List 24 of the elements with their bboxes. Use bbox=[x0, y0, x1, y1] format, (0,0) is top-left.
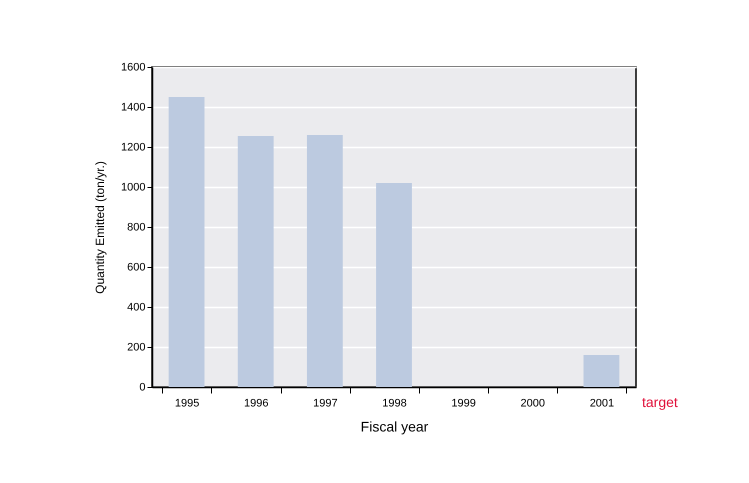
x-tick-label: 1996 bbox=[244, 398, 268, 410]
y-tick-label: 1200 bbox=[121, 142, 146, 154]
y-tick-label: 400 bbox=[127, 302, 146, 314]
y-tick-label: 200 bbox=[127, 342, 146, 354]
y-tick-label: 600 bbox=[127, 262, 146, 274]
y-tick-label: 800 bbox=[127, 222, 146, 234]
bar bbox=[584, 355, 620, 387]
y-tick-label: 0 bbox=[139, 382, 146, 394]
x-tick-label: 1997 bbox=[313, 398, 338, 410]
x-tick-label: 1999 bbox=[451, 398, 476, 410]
bar bbox=[306, 135, 343, 387]
bar bbox=[168, 97, 204, 387]
x-axis-title: Fiscal year bbox=[360, 418, 429, 434]
bar bbox=[238, 136, 274, 387]
y-axis-title: Quantity Emitted (ton/yr.) bbox=[93, 161, 108, 294]
x-tick-label: 2001 bbox=[590, 398, 614, 410]
y-tick-label: 1600 bbox=[121, 62, 146, 74]
text: target bbox=[642, 394, 678, 410]
x-tick-label: 1995 bbox=[174, 398, 200, 410]
y-tick-label: 1000 bbox=[121, 182, 146, 194]
bar bbox=[376, 183, 412, 387]
y-tick-label: 1400 bbox=[121, 102, 146, 114]
x-tick-label: 1998 bbox=[382, 398, 407, 410]
x-tick-label: 2000 bbox=[520, 398, 546, 410]
